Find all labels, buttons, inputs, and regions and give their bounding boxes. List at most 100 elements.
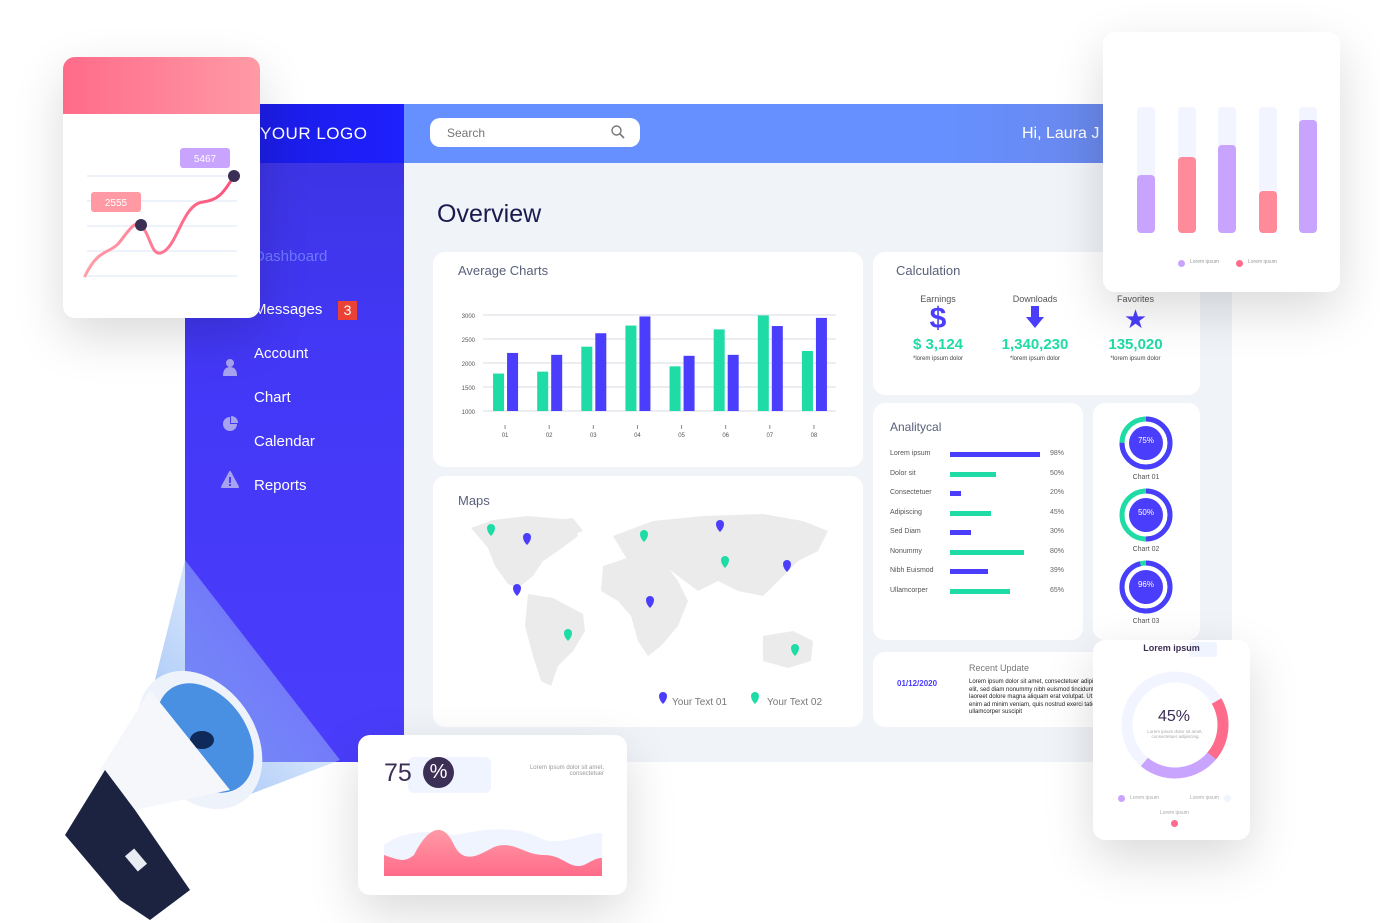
legend-label: Lorem ipsum: [1130, 795, 1159, 801]
stat-label: Favorites: [1116, 294, 1154, 304]
bar: [683, 355, 695, 411]
map-legend: Your Text 01 Your Text 02: [659, 692, 822, 708]
bar: [669, 366, 681, 411]
analytics-bar: [950, 510, 992, 516]
donut-chart: [1121, 671, 1229, 779]
area-series: [384, 829, 602, 876]
line-chart-card: 2555 5467: [63, 57, 260, 318]
stat-earnings: Earnings $ $ 3,124 *lorem ipsum dolor: [893, 294, 983, 362]
user-icon: [221, 358, 239, 376]
x-tick-label: 08: [811, 433, 818, 439]
title-pill: [1189, 642, 1217, 657]
legend-label: Lorem ipsum: [1248, 259, 1277, 265]
search-icon[interactable]: [611, 125, 625, 144]
ring-value: 96%: [1137, 580, 1154, 589]
donut-text: Lorem ipsum dolor sit amet, consectetuer…: [1147, 729, 1203, 739]
stat-note: *lorem ipsum dolor: [1110, 356, 1161, 362]
ring-progress: [1119, 488, 1173, 542]
analytics-bar: [950, 588, 1010, 594]
ring-value: 75%: [1137, 436, 1154, 445]
analytics-label: Nonummy: [890, 547, 922, 555]
pin-icon-green: [751, 692, 759, 704]
x-tick-label: 02: [546, 433, 553, 439]
x-tick-label: 07: [766, 433, 773, 439]
x-tick-label: 04: [634, 433, 641, 439]
stat-downloads: Downloads 1,340,230 *lorem ipsum dolor: [985, 294, 1085, 362]
line-series: [83, 174, 236, 278]
rings-card: 75% Chart 01 50% Chart 02 96% Chart 03: [1093, 403, 1200, 640]
legend-dot: [1236, 260, 1243, 267]
analytics-label: Ullamcorper: [890, 586, 928, 594]
value-label: 2555: [105, 198, 128, 209]
x-tick-label: 05: [678, 433, 685, 439]
value-tag: [91, 192, 141, 212]
card-title: Average Charts: [458, 263, 549, 278]
analytics-label: Lorem ipsum: [890, 450, 931, 457]
area-chart: [384, 829, 602, 876]
donut-segment: [1121, 671, 1229, 779]
bar: [639, 316, 651, 411]
percent-text: Lorem ipsum dolor sit amet, consectetuer: [529, 765, 604, 777]
value-tag: [180, 148, 230, 168]
search-input[interactable]: [430, 118, 640, 147]
update-date: 01/12/2020: [897, 679, 938, 688]
analytics-label: Sed Diam: [890, 528, 921, 535]
sidebar-item-chart[interactable]: Chart: [254, 389, 291, 406]
analytical-card: Analitycal Lorem ipsum 98% Dolor sit 50% C…: [873, 403, 1083, 640]
stat-favorites: Favorites ★ 135,020 *lorem ipsum dolor: [1088, 294, 1183, 362]
bar: [727, 354, 739, 411]
sidebar-item-calendar[interactable]: Calendar: [254, 433, 315, 450]
ring-label: Chart 01: [1132, 474, 1160, 481]
x-tick-label: 06: [722, 433, 729, 439]
analytics-bar: [950, 549, 1024, 555]
star-icon: ★: [1123, 304, 1148, 334]
analytics-bar: [950, 471, 996, 477]
map-pin-icon: [791, 644, 799, 656]
user-greeting[interactable]: Hi, Laura J: [1022, 125, 1100, 142]
sidebar-item-messages[interactable]: Messages: [254, 301, 323, 318]
level-bars-card: Lorem ipsum Lorem ipsum: [1103, 32, 1340, 292]
bar-fill: [1218, 144, 1236, 233]
analytics-value: 65%: [1050, 586, 1065, 594]
recent-update-card: 01/12/2020 Recent Update Lorem ipsum dol…: [873, 652, 1133, 727]
analytics-value: 39%: [1050, 567, 1065, 574]
legend-label: Your Text 02: [767, 697, 822, 708]
stat-label: Downloads: [1012, 294, 1058, 304]
warning-icon: [221, 471, 239, 489]
analytics-bar: [950, 452, 1041, 457]
bar-fill: [1299, 119, 1317, 233]
map-pin-icon: [646, 596, 654, 608]
stat-note: *lorem ipsum dolor: [1009, 356, 1061, 362]
analytics-value: 50%: [1050, 469, 1065, 477]
map-pin-icon: [721, 556, 729, 568]
sidebar-item-dashboard[interactable]: Dashboard: [254, 248, 328, 265]
sidebar-item-account[interactable]: Account: [254, 345, 309, 362]
map-pin-icon: [513, 584, 521, 596]
continents: [471, 514, 828, 686]
ring-progress: [1119, 416, 1173, 470]
legend-dot: [1224, 795, 1231, 802]
donut-card: Lorem ipsum 45% Lorem ipsum dolor sit am…: [1093, 640, 1250, 840]
page-title: Overview: [437, 200, 542, 228]
analytics-value: 30%: [1050, 528, 1065, 535]
pie-chart-icon: [221, 415, 239, 433]
megaphone-illustration: [65, 560, 340, 920]
percent-icon: %: [423, 757, 454, 788]
ring-chart: [1119, 416, 1173, 470]
legend-label: Lorem ipsum: [1190, 795, 1219, 801]
map-pin-icon: [523, 533, 531, 545]
x-tick-label: 01: [502, 433, 509, 439]
sidebar-item-reports[interactable]: Reports: [254, 477, 307, 494]
average-charts-card: Average Charts 1000 1500 2000 2500 3000 01 02 0…: [433, 252, 863, 467]
dollar-icon: $: [929, 302, 947, 335]
logo: YOUR LOGO: [260, 124, 368, 143]
percent-value: 75: [384, 759, 412, 787]
bar: [625, 325, 637, 411]
bar: [493, 373, 505, 411]
analytics-value: 98%: [1050, 450, 1065, 457]
analytics-bar: [950, 530, 972, 535]
analytics-bar: [950, 491, 962, 496]
bar: [801, 351, 813, 411]
legend-dot: [1118, 795, 1125, 802]
bar-fill: [1137, 175, 1155, 233]
